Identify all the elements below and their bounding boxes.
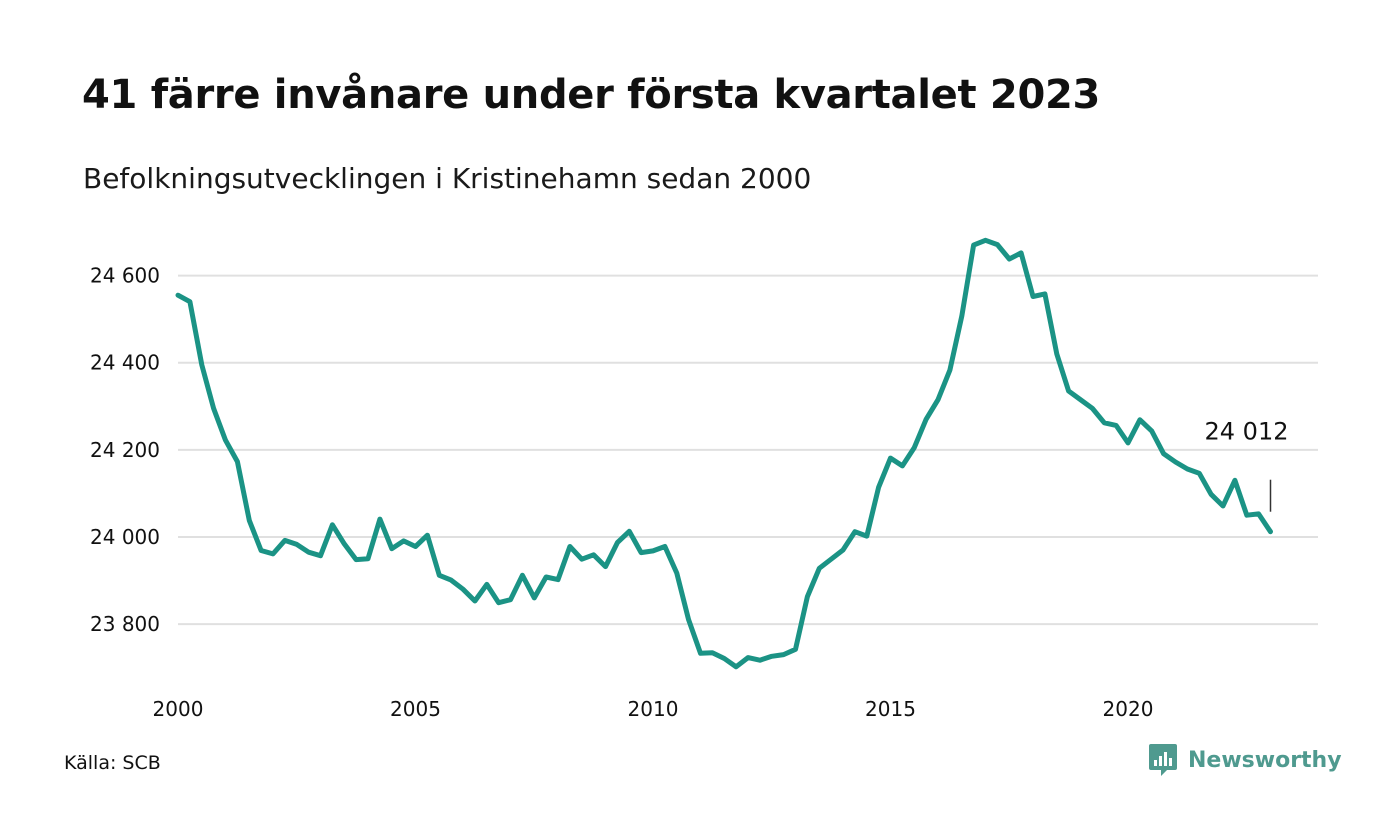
- x-axis-ticks: 2000 2005 2010 2015 2020: [153, 697, 1154, 721]
- series-layer: [175, 237, 1273, 670]
- source-note: Källa: SCB: [64, 752, 161, 774]
- y-tick-label: 24 000: [90, 525, 160, 549]
- chart-title: 41 färre invånare under första kvartalet…: [82, 72, 1101, 118]
- y-tick-label: 23 800: [90, 612, 160, 636]
- y-tick-label: 24 600: [90, 264, 160, 288]
- brand-name: Newsworthy: [1188, 747, 1342, 773]
- brand-logo: Newsworthy: [1148, 742, 1342, 778]
- annotations: 24 012: [1205, 418, 1289, 512]
- y-axis-ticks: 23 800 24 000 24 200 24 400 24 600: [90, 264, 160, 637]
- end-value-label: 24 012: [1205, 418, 1289, 446]
- x-tick-label: 2000: [153, 697, 204, 721]
- y-tick-label: 24 400: [90, 351, 160, 375]
- x-tick-label: 2020: [1103, 697, 1154, 721]
- x-tick-label: 2010: [628, 697, 679, 721]
- chart-subtitle: Befolkningsutvecklingen i Kristinehamn s…: [83, 162, 812, 195]
- y-tick-label: 24 200: [90, 438, 160, 462]
- series-line: [175, 237, 1273, 670]
- chart-bubble-icon: [1149, 744, 1177, 776]
- gridlines: [178, 274, 1318, 626]
- x-tick-label: 2015: [865, 697, 916, 721]
- x-tick-label: 2005: [390, 697, 441, 721]
